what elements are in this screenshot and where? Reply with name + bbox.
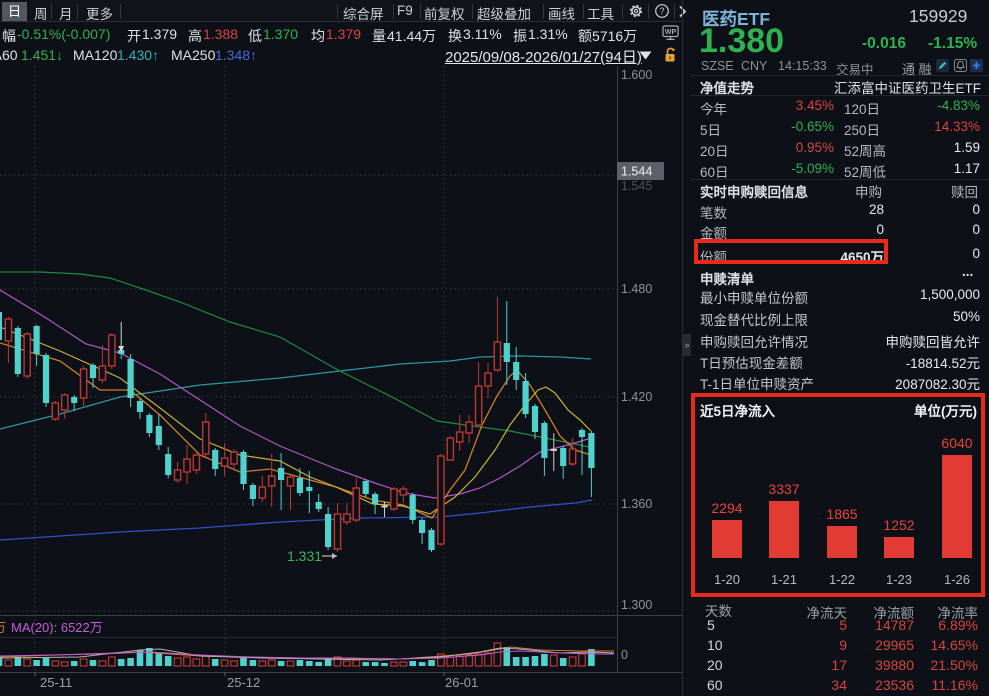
svg-text:万: 万 bbox=[0, 620, 6, 635]
svg-text:26-01: 26-01 bbox=[445, 675, 478, 690]
svg-text:1.600: 1.600 bbox=[621, 68, 652, 82]
svg-text:1.480: 1.480 bbox=[621, 282, 652, 296]
svg-text:1.360: 1.360 bbox=[621, 497, 652, 511]
svg-text:1.420: 1.420 bbox=[621, 390, 652, 404]
svg-text:1.331: 1.331 bbox=[287, 548, 322, 564]
svg-text:MA(20): 6522万: MA(20): 6522万 bbox=[11, 620, 103, 635]
svg-text:25-12: 25-12 bbox=[227, 675, 260, 690]
svg-text:1.300: 1.300 bbox=[621, 598, 652, 612]
svg-text:?: ? bbox=[659, 6, 664, 16]
svg-text:25-11: 25-11 bbox=[40, 675, 72, 690]
svg-text:1.545: 1.545 bbox=[621, 179, 652, 193]
svg-text:0: 0 bbox=[621, 648, 628, 662]
svg-text:WP: WP bbox=[665, 29, 677, 36]
svg-text:1.544: 1.544 bbox=[621, 165, 652, 179]
